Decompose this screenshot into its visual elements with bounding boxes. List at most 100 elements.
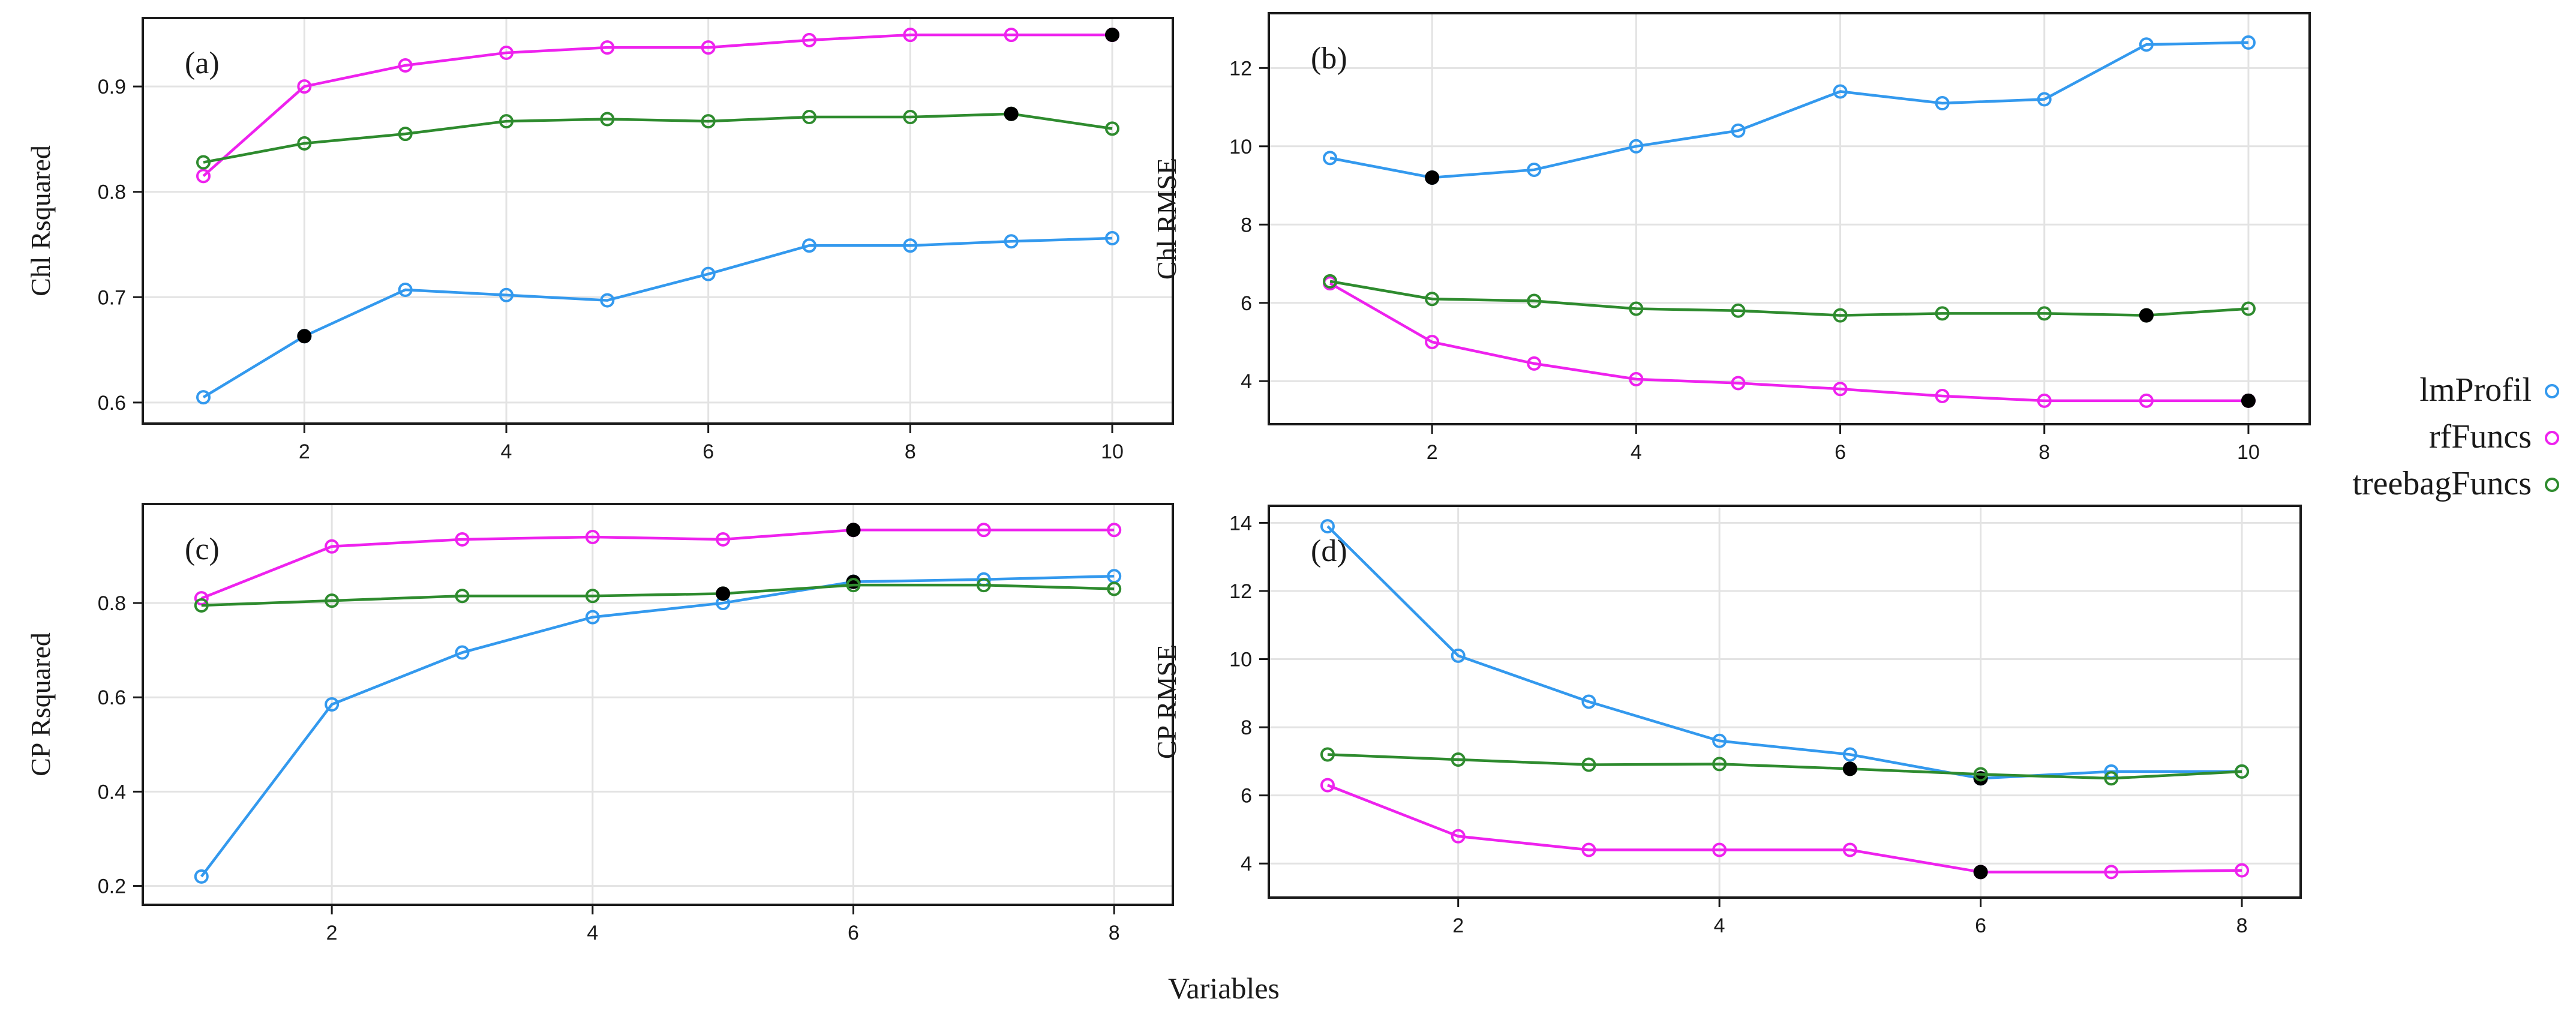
data-point xyxy=(802,32,816,47)
data-point xyxy=(976,523,991,538)
data-point xyxy=(1833,84,1848,99)
x-tick-label: 2 xyxy=(1452,914,1464,937)
data-point xyxy=(2037,92,2052,107)
data-point xyxy=(1107,581,1122,596)
data-point xyxy=(1004,234,1019,249)
selected-point xyxy=(1842,761,1857,776)
data-point xyxy=(1629,139,1644,154)
y-tick-label: 12 xyxy=(1229,580,1252,603)
data-point xyxy=(1451,648,1466,663)
x-tick-label: 8 xyxy=(2236,914,2248,937)
data-point xyxy=(1320,519,1335,534)
data-point xyxy=(903,110,918,125)
data-point xyxy=(2104,771,2119,786)
x-tick-label: 8 xyxy=(905,440,916,463)
selected-point xyxy=(846,523,861,538)
data-point xyxy=(398,283,413,298)
series-treebagFuncs xyxy=(196,106,1119,170)
data-point xyxy=(398,127,413,142)
series-lmProfil xyxy=(1323,35,2256,185)
y-axis-label: Chl RMSE xyxy=(1151,158,1182,280)
series-line-lmProfil xyxy=(202,236,1113,399)
data-point xyxy=(499,287,514,302)
selected-point xyxy=(1425,170,1440,185)
data-point xyxy=(1629,371,1644,386)
x-tick-label: 10 xyxy=(1101,440,1124,463)
series-lmProfil xyxy=(1320,519,2250,786)
data-point xyxy=(701,114,716,129)
y-tick-label: 4 xyxy=(1241,853,1252,875)
series-treebagFuncs xyxy=(1323,274,2256,323)
data-point xyxy=(297,79,312,94)
data-point xyxy=(1320,778,1335,793)
x-tick-label: 8 xyxy=(2038,441,2050,464)
plot-frame xyxy=(142,503,1174,906)
series-line-treebagFuncs xyxy=(201,583,1115,607)
x-tick-label: 4 xyxy=(501,440,512,463)
selected-point xyxy=(1004,106,1019,121)
data-point xyxy=(325,593,340,608)
data-point xyxy=(455,645,470,660)
series-line-rfFuncs xyxy=(1327,784,2242,874)
panel-label: (c) xyxy=(185,532,220,566)
x-tick-label: 4 xyxy=(1714,914,1725,937)
y-tick-label: 14 xyxy=(1229,512,1252,535)
legend-marker xyxy=(2545,478,2559,492)
series-line-rfFuncs xyxy=(1329,282,2248,403)
legend-item-treebagFuncs: treebagFuncs xyxy=(2352,465,2559,502)
series-line-lmProfil xyxy=(1326,525,2242,780)
data-point xyxy=(1712,757,1727,772)
panels: 2 4 6 8 10 0.6 0.7 0.8 0.9 Chl Rsquared (a) 2 4 6 8 10 4… xyxy=(25,12,2311,944)
data-point xyxy=(499,114,514,129)
data-point xyxy=(2241,301,2256,316)
panel-c: 2 4 6 8 0.2 0.4 0.6 0.8 CP Rsquared (c) xyxy=(25,503,1174,944)
y-tick-label: 4 xyxy=(1241,370,1252,393)
series-rfFuncs xyxy=(1320,778,2250,880)
y-tick-label: 0.8 xyxy=(98,181,126,204)
data-point xyxy=(1731,303,1746,318)
x-tick-label: 6 xyxy=(1835,441,1846,464)
data-point xyxy=(1451,752,1466,767)
series-rfFuncs xyxy=(1323,276,2256,408)
y-axis-label: Chl Rsquared xyxy=(25,145,56,296)
y-tick-label: 8 xyxy=(1241,716,1252,739)
data-point xyxy=(1320,747,1335,762)
data-point xyxy=(600,112,615,127)
y-tick-label: 10 xyxy=(1229,136,1252,158)
legend-item-rfFuncs: rfFuncs xyxy=(2429,418,2559,455)
y-axis-label: CP RMSE xyxy=(1151,644,1182,759)
series-lmProfil xyxy=(196,230,1119,405)
legend-label: lmProfil xyxy=(2419,371,2532,409)
data-point xyxy=(1833,382,1848,397)
legend-marker xyxy=(2545,431,2559,445)
plot-frame xyxy=(1268,505,2302,899)
data-point xyxy=(1581,694,1596,709)
y-tick-label: 0.6 xyxy=(98,392,126,415)
data-point xyxy=(1731,376,1746,391)
series-line-treebagFuncs xyxy=(203,112,1113,164)
data-point xyxy=(600,40,615,55)
data-point xyxy=(701,266,716,281)
data-point xyxy=(196,155,211,170)
data-point xyxy=(196,169,211,184)
data-point xyxy=(325,539,340,554)
data-point xyxy=(802,238,816,253)
series-line-treebagFuncs xyxy=(1329,280,2249,317)
data-point xyxy=(585,589,600,604)
data-point xyxy=(2235,863,2250,878)
data-point xyxy=(2235,764,2250,779)
data-point xyxy=(585,530,600,545)
panel-label: (b) xyxy=(1311,41,1347,76)
data-point xyxy=(455,589,470,604)
y-tick-label: 6 xyxy=(1241,785,1252,808)
data-point xyxy=(1105,121,1119,136)
selected-point xyxy=(1105,28,1119,43)
data-point xyxy=(903,238,918,253)
data-point xyxy=(1731,123,1746,138)
legend: lmProfil rfFuncs treebagFuncs xyxy=(2352,371,2559,502)
data-point xyxy=(1527,356,1542,371)
data-point xyxy=(325,697,340,712)
y-tick-label: 0.4 xyxy=(98,781,126,803)
data-point xyxy=(1935,389,1950,404)
